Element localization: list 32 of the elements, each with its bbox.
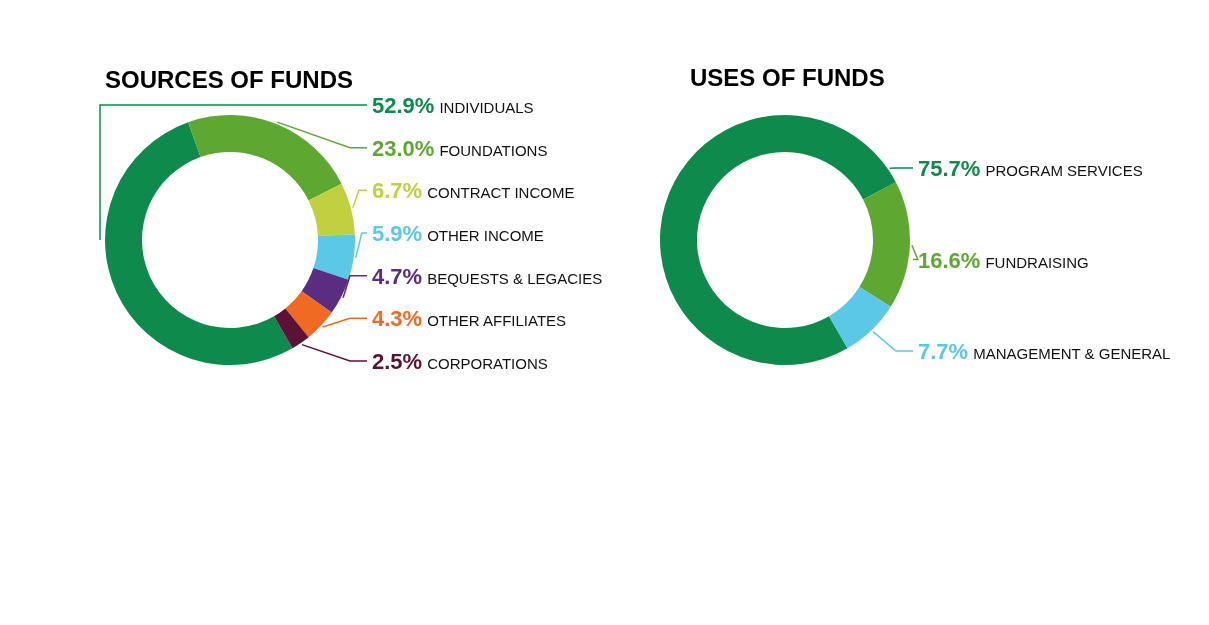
donut-slice bbox=[274, 308, 309, 349]
slice-label: OTHER INCOME bbox=[427, 227, 544, 244]
data-label: 4.7% bbox=[372, 263, 423, 289]
data-label: 75.7% bbox=[918, 156, 981, 181]
donut-slice bbox=[660, 115, 896, 365]
data-label: 2.5% bbox=[372, 349, 423, 374]
donut-slice bbox=[313, 234, 355, 280]
slice-label: FOUNDATIONS bbox=[439, 141, 548, 159]
data-label: 16.6% bbox=[918, 247, 981, 273]
slice-label: BEQUESTS & LEGACIES bbox=[427, 269, 603, 287]
donut-slice bbox=[188, 115, 342, 201]
slice-label: CONTRACT INCOME bbox=[427, 184, 575, 202]
data-label: 6.7% bbox=[372, 178, 423, 204]
donut-slice bbox=[105, 122, 293, 365]
donut-slice bbox=[308, 183, 355, 236]
slice-label: FUNDRAISING bbox=[985, 253, 1089, 271]
donut-slice bbox=[859, 182, 910, 307]
slice-label: OTHER AFFILIATES bbox=[427, 312, 567, 330]
slice-label: INDIVIDUALS bbox=[439, 99, 534, 116]
chart-title: USES OF FUNDS bbox=[690, 64, 885, 91]
slice-label: MANAGEMENT & GENERAL bbox=[973, 345, 1171, 362]
data-label: 5.9% bbox=[372, 221, 423, 246]
data-label: 4.3% bbox=[372, 306, 423, 332]
data-label: 7.7% bbox=[918, 339, 969, 364]
donut-slice bbox=[301, 268, 349, 313]
slice-label: PROGRAM SERVICES bbox=[985, 162, 1143, 179]
data-label: 23.0% bbox=[372, 135, 435, 161]
donut-slice bbox=[829, 287, 891, 349]
chart-title: SOURCES OF FUNDS bbox=[105, 66, 354, 93]
slice-label: CORPORATIONS bbox=[427, 355, 548, 372]
data-label: 52.9% bbox=[372, 93, 435, 118]
donut-slice bbox=[285, 291, 332, 338]
